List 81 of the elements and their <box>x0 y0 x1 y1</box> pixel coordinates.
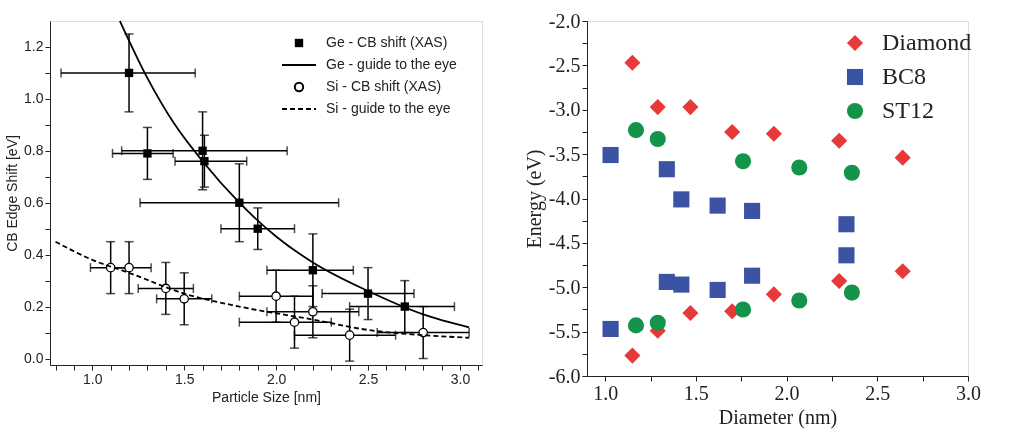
y-tick-label: -5.5 <box>548 320 581 343</box>
point <box>624 347 641 364</box>
legend-label: BC8 <box>882 63 927 89</box>
point <box>843 164 860 181</box>
point <box>831 132 848 149</box>
point <box>271 291 281 302</box>
point <box>843 284 860 301</box>
point <box>602 320 619 338</box>
x-tick-label: 2.5 <box>358 370 379 387</box>
point <box>831 272 848 290</box>
point <box>627 122 645 139</box>
y-tick-label: -2.5 <box>548 53 581 76</box>
x-tick-label: 3.0 <box>450 370 471 387</box>
y-tick-label: -3.5 <box>548 142 581 165</box>
y-tick-label: 0.4 <box>24 246 44 263</box>
point <box>673 276 690 293</box>
y-tick-label: -6.0 <box>548 364 581 387</box>
point <box>765 286 782 303</box>
point <box>308 266 318 275</box>
x-tick-label: 2.0 <box>774 381 800 404</box>
point <box>627 317 645 334</box>
legend-label: Si - CB shift (XAS) <box>326 78 442 94</box>
point <box>894 263 911 280</box>
y-tick-label: 0.0 <box>24 350 44 367</box>
point <box>143 149 152 158</box>
point <box>602 146 619 164</box>
point <box>734 153 752 170</box>
point <box>253 224 262 233</box>
point <box>682 99 699 116</box>
point <box>289 317 300 327</box>
legend-label: Ge - CB shift (XAS) <box>326 34 448 50</box>
y-axis-title: Energy (eV) <box>522 149 546 249</box>
legend-label: Ge - guide to the eye <box>326 56 457 72</box>
point <box>624 54 641 71</box>
point <box>649 99 666 116</box>
point <box>724 123 741 140</box>
point <box>744 267 761 284</box>
point <box>838 216 855 233</box>
point <box>765 125 782 142</box>
y-tick-label: -5.0 <box>548 275 581 298</box>
y-tick-label: -4.5 <box>548 231 581 254</box>
y-tick-label: -4.0 <box>548 187 581 209</box>
point <box>791 159 808 176</box>
point <box>709 197 726 214</box>
point <box>838 247 855 264</box>
x-tick-label: 2.0 <box>266 370 287 387</box>
x-tick-label: 1.0 <box>593 381 619 404</box>
point <box>124 262 134 273</box>
point <box>179 293 190 304</box>
point <box>673 191 690 208</box>
x-tick-label: 1.5 <box>174 370 195 387</box>
x-tick-label: 3.0 <box>956 381 981 404</box>
x-tick-label: 2.5 <box>865 381 891 404</box>
x-tick-label: 1.0 <box>83 370 103 387</box>
point <box>682 304 699 322</box>
y-axis-title: CB Edge Shift [eV] <box>4 135 21 252</box>
point <box>308 306 318 317</box>
x-axis-title: Particle Size [nm] <box>212 388 321 405</box>
x-axis-title: Diameter (nm) <box>718 405 838 429</box>
y-tick-label: 0.8 <box>24 142 44 159</box>
y-tick-label: 1.2 <box>24 38 44 55</box>
y-tick-label: 0.2 <box>24 298 44 315</box>
point <box>709 281 726 298</box>
point <box>658 161 675 178</box>
x-tick-label: 1.5 <box>683 381 709 404</box>
point <box>649 130 666 148</box>
y-tick-label: -3.0 <box>548 98 581 121</box>
point <box>198 146 207 155</box>
point <box>734 301 752 318</box>
legend-label: Si - guide to the eye <box>326 100 451 116</box>
point <box>744 202 761 219</box>
y-tick-label: -2.0 <box>548 9 581 32</box>
y-tick-label: 1.0 <box>24 90 44 107</box>
y-tick-label: 0.6 <box>24 194 44 211</box>
point <box>344 330 355 340</box>
point <box>124 68 134 78</box>
point <box>791 292 808 309</box>
legend-label: ST12 <box>882 97 935 123</box>
legend-label: Diamond <box>882 29 972 55</box>
point <box>894 149 911 166</box>
point <box>649 314 666 331</box>
